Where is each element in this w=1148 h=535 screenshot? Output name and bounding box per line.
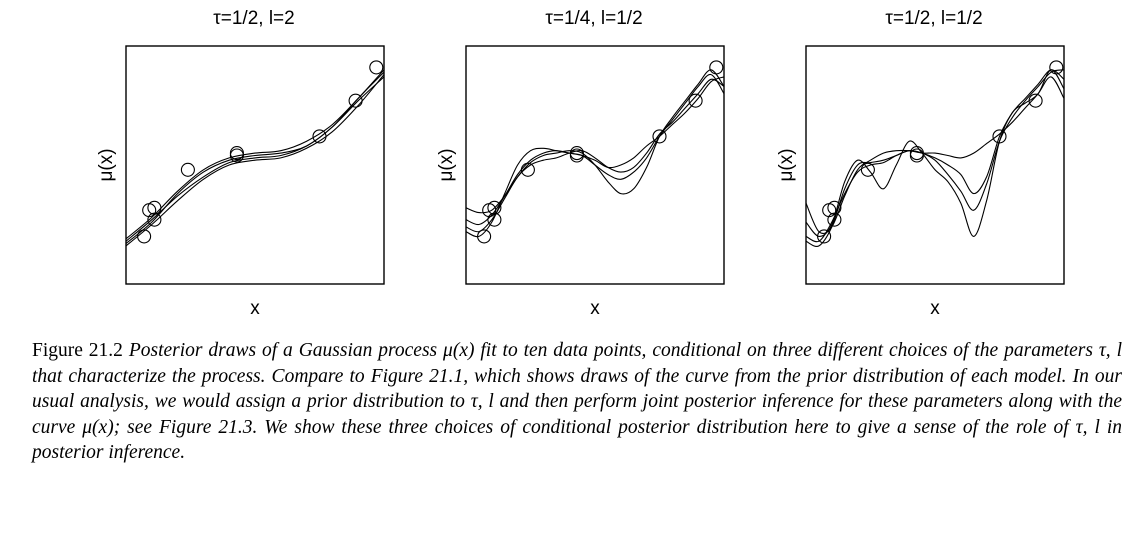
- data-point: [348, 93, 363, 108]
- data-point: [909, 146, 924, 161]
- posterior-draw-line: [466, 78, 724, 233]
- plot-frame: [125, 45, 385, 285]
- data-point: [312, 129, 327, 144]
- data-point: [147, 212, 162, 227]
- figure-caption: Figure 21.2 Posterior draws of a Gaussia…: [32, 338, 1122, 466]
- data-point: [652, 129, 667, 144]
- data-point: [147, 200, 162, 215]
- y-axis-label: μ(x): [436, 148, 457, 181]
- y-axis-label: μ(x): [96, 148, 117, 181]
- plot-frame: [805, 45, 1065, 285]
- data-point: [1028, 93, 1043, 108]
- panel-1-title: τ=1/2, l=2: [213, 8, 295, 29]
- x-axis-label: x: [930, 298, 940, 319]
- panel-1-curves: [126, 69, 384, 247]
- data-point: [860, 162, 875, 177]
- posterior-draw-line: [806, 69, 1064, 243]
- panel-2-title: τ=1/4, l=1/2: [545, 8, 643, 29]
- data-point: [992, 129, 1007, 144]
- figure-panels: x μ(x) x μ(x) x μ(x): [96, 45, 1065, 319]
- data-point: [487, 200, 502, 215]
- data-point: [487, 212, 502, 227]
- panel-3: x μ(x): [776, 45, 1065, 319]
- x-axis-label: x: [590, 298, 600, 319]
- panel-3-title: τ=1/2, l=1/2: [885, 8, 983, 29]
- posterior-draw-line: [126, 74, 384, 247]
- data-point: [369, 60, 384, 75]
- y-axis-label: μ(x): [776, 148, 797, 181]
- posterior-draw-line: [466, 69, 724, 214]
- caption-label: Figure 21.2: [32, 340, 123, 361]
- data-point: [569, 146, 584, 161]
- data-point: [137, 229, 152, 244]
- data-point: [229, 146, 244, 161]
- posterior-draw-line: [466, 74, 724, 226]
- plot-frame: [465, 45, 725, 285]
- data-point: [709, 60, 724, 75]
- data-point: [688, 93, 703, 108]
- posterior-draw-line: [126, 71, 384, 242]
- data-point: [520, 162, 535, 177]
- posterior-draw-line: [806, 69, 1064, 247]
- data-point: [827, 212, 842, 227]
- data-point: [827, 200, 842, 215]
- x-axis-label: x: [250, 298, 260, 319]
- panel-2-curves: [466, 69, 724, 238]
- panel-3-curves: [806, 69, 1064, 247]
- caption-text: Posterior draws of a Gaussian process μ(…: [32, 340, 1122, 463]
- posterior-draw-line: [466, 76, 724, 238]
- data-point: [1049, 60, 1064, 75]
- data-point: [477, 229, 492, 244]
- panel-1: x μ(x): [96, 45, 385, 319]
- panel-2: x μ(x): [436, 45, 725, 319]
- data-point: [817, 229, 832, 244]
- data-point: [180, 162, 195, 177]
- posterior-draw-line: [126, 69, 384, 240]
